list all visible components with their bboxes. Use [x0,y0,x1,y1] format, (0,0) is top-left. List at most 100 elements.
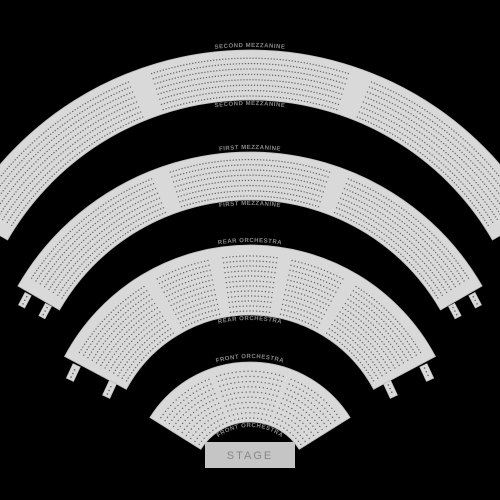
seat-dot [43,139,44,140]
seat-dot [119,91,120,92]
seat-dot [257,381,258,382]
seat-dot [222,257,223,258]
seat-dot [301,395,302,396]
seat-dot [321,268,322,269]
seat-dot [130,223,131,224]
seat-dot [162,414,163,415]
seat-dot [46,283,47,284]
seat-dot [191,280,192,281]
seat-dot [398,338,399,339]
seat-dot [179,201,180,202]
seat-dot [253,417,254,418]
seat-dot [326,181,327,182]
seat-dot [265,382,266,383]
seat-dot [171,420,172,421]
seat-dot [419,138,420,139]
seat-dot [411,222,412,223]
seat-dot [210,305,211,306]
seat-dot [173,309,174,310]
seat-dot [243,407,244,408]
seat-dot [299,196,300,197]
seat-dot [468,190,469,191]
seat-dot [406,98,407,99]
seat-dot [442,244,443,245]
seat-dot [246,79,247,80]
seat-dot [312,204,313,205]
seat-dot [269,266,270,267]
seat-dot [348,218,349,219]
seat-dot [277,59,278,60]
seat-dot [193,393,194,394]
seat-dot [390,90,391,91]
seat-dot [358,359,359,360]
seat-dot [177,296,178,297]
seat-dot [185,277,186,278]
seat-dot [352,340,353,341]
seat-dot [256,260,257,261]
seat-dot [385,215,386,216]
seat-dot [60,146,61,147]
seat-dot [111,113,112,114]
seat-dot [92,239,93,240]
seat-dot [414,109,415,110]
seat-dot [377,329,378,330]
seat-dot [152,206,153,207]
seat-dot [312,183,313,184]
seat-dot [77,154,78,155]
seat-dot [225,378,226,379]
seat-dot [300,73,301,74]
seat-dot [426,250,427,251]
seat-dot [350,213,351,214]
seat-dot [254,63,255,64]
seat-dot [167,85,168,86]
seat-dot [459,265,460,266]
seat-dot [294,72,295,73]
seat-dot [144,193,145,194]
seat-dot [271,96,272,97]
seat-dot [111,333,112,334]
seat-dot [199,164,200,165]
seat-dot [347,189,348,190]
seat-dot [126,338,127,339]
seat-dot [91,112,92,113]
seat-dot [424,227,425,228]
seat-dot [305,305,306,306]
seat-dot [402,228,403,229]
seat-dot [79,251,80,252]
seat-dot [35,193,36,194]
seat-dot [298,400,299,401]
seat-dot [239,159,240,160]
seat-dot [151,218,152,219]
seat-dot [126,325,127,326]
seat-dot [254,85,255,86]
seat-dot [249,79,250,80]
seat-dot [167,74,168,75]
seat-dot [190,176,191,177]
seat-dot [53,152,54,153]
seat-dot [106,116,107,117]
seat-dot [142,351,143,352]
seat-dot [192,63,193,64]
seat-dot [116,196,117,197]
seat-dot [475,189,476,190]
seat-dot [358,200,359,201]
seat-dot [400,107,401,108]
seat-dot [435,284,436,285]
seat-dot [336,207,337,208]
seat-dot [70,132,71,133]
seat-dot [51,168,52,169]
seat-dot [229,256,230,257]
seat-dot [221,75,222,76]
seat-dot [110,359,111,360]
seat-dot [73,273,74,274]
seat-dot [257,180,258,181]
seat-dot [97,102,98,103]
seat-dot [312,426,313,427]
seat-dot [150,207,151,208]
seat-dot [176,191,177,192]
seat-dot [234,393,235,394]
seat-dot [317,423,318,424]
seat-dot [236,85,237,86]
seat-dot [245,391,246,392]
seat-dot [42,162,43,163]
